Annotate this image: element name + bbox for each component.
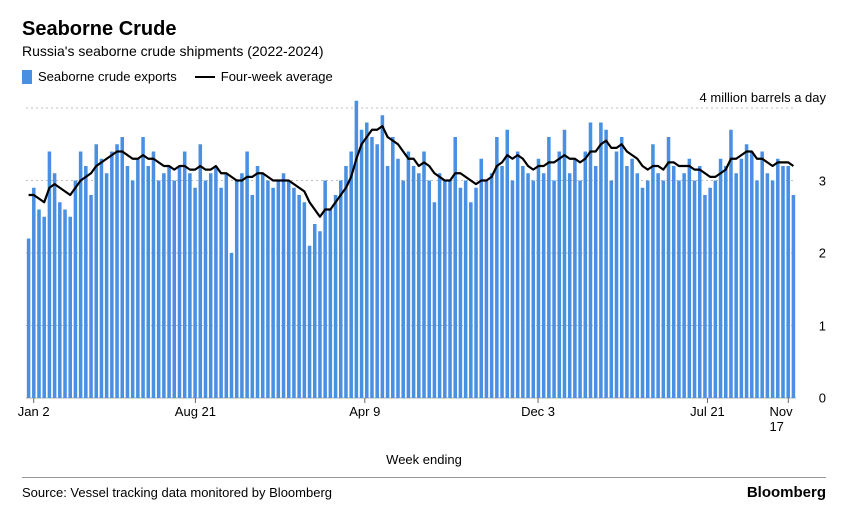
x-tick-label: Jul 21 bbox=[690, 404, 725, 419]
chart-title: Seaborne Crude bbox=[22, 18, 826, 41]
legend-item-line: Four-week average bbox=[195, 69, 333, 84]
legend-line-label: Four-week average bbox=[221, 69, 333, 84]
x-tick-label: Dec 3 bbox=[521, 404, 555, 419]
x-tick-label: Aug 21 bbox=[175, 404, 216, 419]
x-axis-label: Week ending bbox=[22, 452, 826, 467]
y-tick-label: 2 bbox=[819, 246, 826, 261]
legend-line-icon bbox=[195, 76, 215, 78]
y-tick-label: 1 bbox=[819, 318, 826, 333]
x-tick-label: Apr 9 bbox=[349, 404, 380, 419]
chart-subtitle: Russia's seaborne crude shipments (2022-… bbox=[22, 43, 826, 59]
y-tick-label: 3 bbox=[819, 173, 826, 188]
x-tick-label: Jan 2 bbox=[18, 404, 50, 419]
legend-bar-icon bbox=[22, 70, 32, 84]
footer: Source: Vessel tracking data monitored b… bbox=[22, 477, 826, 501]
legend-bar-label: Seaborne crude exports bbox=[38, 69, 177, 84]
legend-item-bars: Seaborne crude exports bbox=[22, 69, 177, 84]
chart-area: 4 million barrels a day 0123 Jan 2Aug 21… bbox=[22, 90, 826, 450]
chart-svg bbox=[22, 90, 826, 420]
x-tick-label: Nov 17 bbox=[769, 404, 807, 434]
source-text: Source: Vessel tracking data monitored b… bbox=[22, 485, 332, 500]
y-tick-label: 0 bbox=[819, 391, 826, 406]
brand-label: Bloomberg bbox=[747, 484, 826, 501]
legend: Seaborne crude exports Four-week average bbox=[22, 69, 826, 84]
